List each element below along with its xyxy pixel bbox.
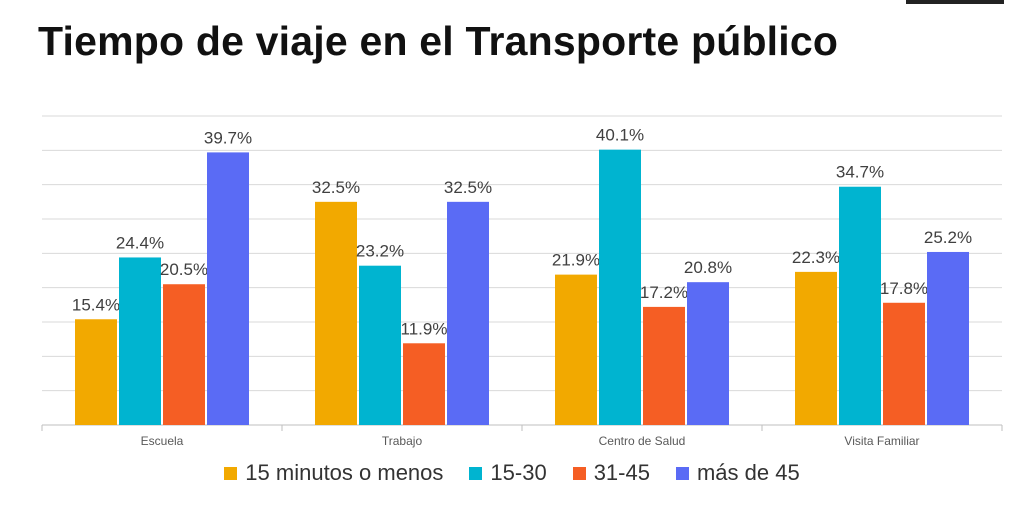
legend-label: 15-30 [490,460,547,485]
chart-legend: 15 minutos o menos 15-30 31-45 más de 45 [0,460,1024,486]
category-label: Visita Familiar [844,434,919,448]
legend-label: 15 minutos o menos [245,460,444,485]
bar [447,201,489,425]
legend-item: más de 45 [675,460,800,486]
page-title: Tiempo de viaje en el Transporte público [38,18,839,64]
data-label: 15.4% [72,295,120,314]
bar [555,274,597,425]
data-label: 20.8% [684,258,732,277]
data-label: 17.8% [880,279,928,298]
bar [163,284,205,425]
data-label: 11.9% [401,319,448,338]
corner-bar [906,0,1004,4]
bar [119,257,161,425]
data-label: 20.5% [160,260,208,279]
bar [315,201,357,425]
bar [207,152,249,426]
bar [795,271,837,425]
data-label: 34.7% [836,163,884,182]
legend-swatch [469,466,483,480]
data-label: 21.9% [552,251,600,270]
bar [643,306,685,425]
bar [359,265,401,425]
bar [599,149,641,425]
data-label: 23.2% [356,242,404,261]
category-label: Escuela [141,434,184,448]
bar [839,186,881,425]
data-label: 25.2% [924,228,972,247]
data-label: 22.3% [792,248,840,267]
legend-item: 15-30 [469,460,547,486]
category-label: Trabajo [382,434,423,448]
bar [927,251,969,425]
legend-item: 31-45 [572,460,650,486]
data-label: 24.4% [116,233,164,252]
data-label: 32.5% [444,178,492,197]
legend-swatch [572,466,586,480]
legend-label: 31-45 [593,460,650,485]
data-label: 32.5% [312,178,360,197]
legend-item: 15 minutos o menos [224,460,443,486]
bar [403,343,445,425]
bar [75,319,117,425]
data-label: 40.1% [596,126,644,145]
bar [687,282,729,425]
category-label: Centro de Salud [599,434,686,448]
legend-swatch [224,466,238,480]
bar [883,302,925,425]
data-label: 39.7% [204,128,252,147]
legend-label: más de 45 [696,460,800,485]
data-label: 17.2% [640,283,688,302]
legend-swatch [675,466,689,480]
